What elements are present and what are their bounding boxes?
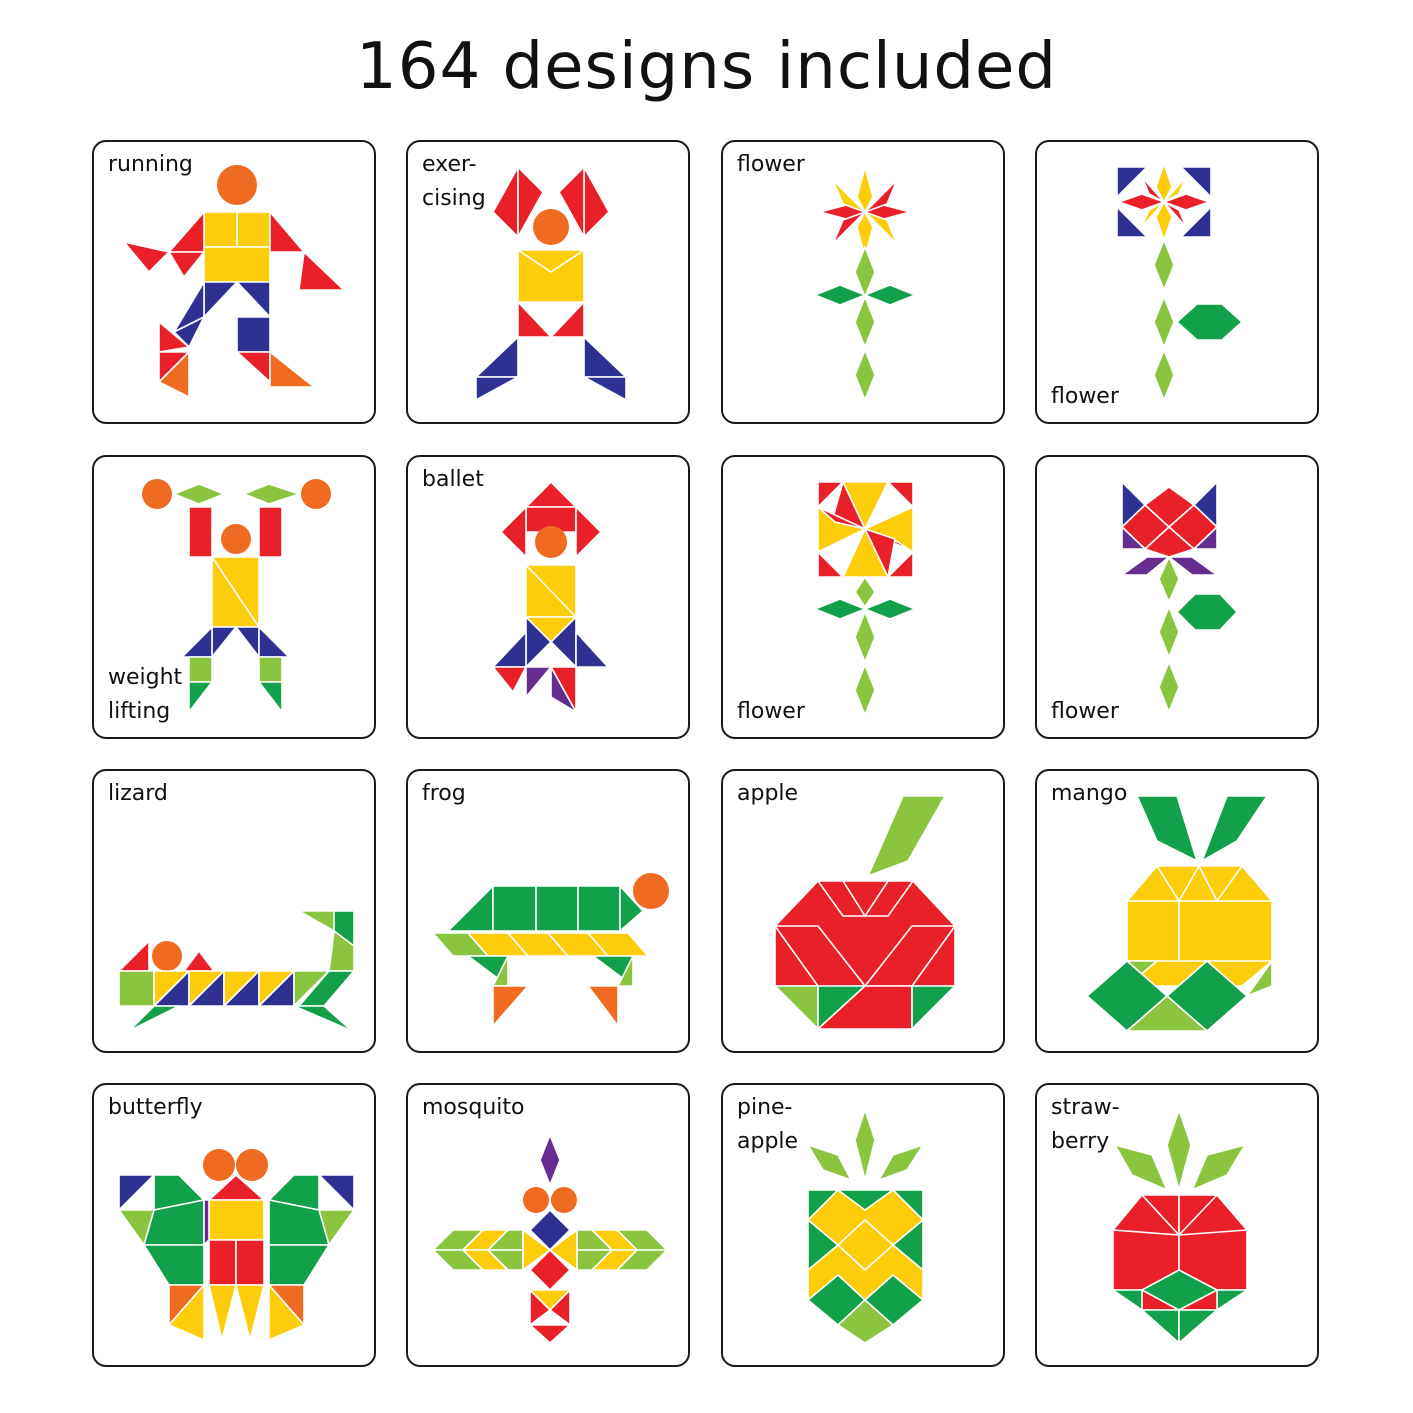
flower-figure: [1121, 481, 1238, 713]
design-label: frog: [422, 781, 466, 806]
design-card-exercising: exer- cising: [406, 140, 690, 424]
ballet-figure: [492, 481, 609, 713]
design-label: ballet: [422, 467, 484, 492]
design-card-running: running: [92, 140, 376, 424]
design-label: flower: [1051, 699, 1119, 724]
weight-lifting-figure: [142, 479, 331, 713]
design-label: flower: [737, 152, 805, 177]
design-card-mango: mango: [1035, 769, 1319, 1053]
mosquito-figure: [432, 1134, 668, 1344]
flower-figure: [1116, 163, 1243, 401]
frog-figure: [432, 873, 669, 1027]
design-card-butterfly: butterfly: [92, 1083, 376, 1367]
design-label: straw- berry: [1051, 1095, 1120, 1154]
flower-figure: [814, 481, 916, 716]
design-label: flower: [1051, 384, 1119, 409]
running-figure: [123, 165, 345, 398]
design-label: weight lifting: [108, 665, 183, 724]
design-card-lizard: lizard: [92, 769, 376, 1053]
flower-figure: [814, 166, 916, 401]
design-label: running: [108, 152, 193, 177]
design-label: butterfly: [108, 1095, 203, 1120]
apple-figure: [774, 795, 956, 1030]
design-label: mosquito: [422, 1095, 525, 1120]
design-card-frog: frog: [406, 769, 690, 1053]
design-label: flower: [737, 699, 805, 724]
design-card-flower-4: flower: [1035, 455, 1319, 739]
design-label: lizard: [108, 781, 168, 806]
design-card-apple: apple: [721, 769, 1005, 1053]
design-card-strawberry: straw- berry: [1035, 1083, 1319, 1367]
mango-figure: [1086, 795, 1273, 1032]
butterfly-figure: [118, 1149, 355, 1341]
lizard-figure: [118, 910, 355, 1032]
design-card-pineapple: pine- apple: [721, 1083, 1005, 1367]
page-title: 164 designs included: [356, 30, 1057, 104]
exercising-figure: [475, 166, 627, 401]
design-label: pine- apple: [737, 1095, 799, 1154]
design-label: apple: [737, 781, 799, 806]
design-card-flower-3: flower: [721, 455, 1005, 739]
design-card-mosquito: mosquito: [406, 1083, 690, 1367]
design-card-ballet: ballet: [406, 455, 690, 739]
design-label: mango: [1051, 781, 1128, 806]
strawberry-figure: [1112, 1109, 1248, 1344]
design-card-flower-2: flower: [1035, 140, 1319, 424]
design-card-flower-1: flower: [721, 140, 1005, 424]
pineapple-figure: [807, 1109, 924, 1344]
design-card-weight-lifting: weight lifting: [92, 455, 376, 739]
design-label: exer- cising: [422, 152, 486, 211]
